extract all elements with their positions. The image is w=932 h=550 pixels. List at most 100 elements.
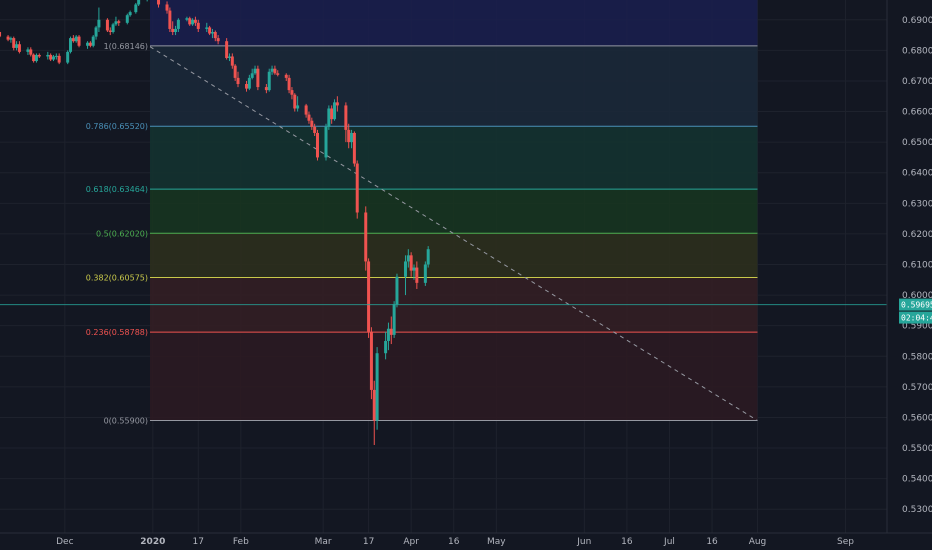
candle-body xyxy=(196,22,200,29)
candle-body xyxy=(105,19,109,31)
candle-body xyxy=(97,19,101,28)
trendline[interactable] xyxy=(149,46,758,421)
fib-band xyxy=(150,126,758,190)
x-tick-label: 17 xyxy=(193,537,204,547)
candle-body xyxy=(247,77,251,89)
candle-body xyxy=(15,44,19,48)
candle-body xyxy=(395,276,399,305)
fib-level-label: 0.382(0.60575) xyxy=(86,274,148,283)
candle-body xyxy=(233,65,237,78)
candle-body xyxy=(304,105,308,115)
fib-band-top xyxy=(150,0,758,46)
countdown-label: 02:04:49 xyxy=(901,314,932,323)
candle-body xyxy=(174,28,178,33)
candle-body xyxy=(293,94,297,109)
time-axis[interactable]: Dec 2020 17 Feb Mar 17 Apr 16 May Jun 16 Jul 16 Aug Se… xyxy=(56,537,854,547)
candle-body xyxy=(54,55,58,57)
candle-body xyxy=(327,108,331,127)
fibonacci-retracement[interactable]: 1(0.68146) 0.786(0.65520) 0.618(0.63464) 0.… xyxy=(86,0,758,426)
x-tick-label: 2020 xyxy=(140,537,165,547)
candle-body xyxy=(225,41,229,59)
candle-body xyxy=(375,353,379,421)
candle-body xyxy=(165,4,169,11)
candle-body xyxy=(171,28,175,33)
candle-body xyxy=(250,73,254,78)
candle-body xyxy=(352,132,356,164)
candle-body xyxy=(157,0,161,5)
candle-body xyxy=(412,267,416,271)
candle-body xyxy=(267,71,271,91)
candle-body xyxy=(114,21,118,25)
x-tick-label: Jul xyxy=(663,537,675,547)
x-tick-label: 16 xyxy=(621,537,633,547)
time-axis-panel[interactable] xyxy=(0,533,932,550)
countdown-badge xyxy=(899,311,932,324)
x-tick-label: 16 xyxy=(448,537,460,547)
candle-body xyxy=(253,68,257,74)
candle-body xyxy=(188,18,192,25)
candle-body xyxy=(313,126,317,133)
candle-body xyxy=(236,77,240,85)
trendline-line xyxy=(149,46,758,421)
candle-body xyxy=(193,19,197,23)
candle-body xyxy=(49,54,53,60)
candle-body xyxy=(369,331,373,390)
candle-body xyxy=(0,32,2,37)
candle-body xyxy=(108,30,112,33)
candle-body xyxy=(350,132,354,143)
candle-body xyxy=(256,68,260,88)
candle-body xyxy=(66,51,70,63)
x-tick-label: 17 xyxy=(363,537,374,547)
candle-body xyxy=(290,90,294,95)
candle-body xyxy=(137,0,141,5)
candle-body xyxy=(372,389,376,421)
candle-body xyxy=(344,105,348,130)
candle-body xyxy=(364,212,368,262)
candle-body xyxy=(409,255,413,271)
candle-body xyxy=(86,42,90,46)
candle-body xyxy=(384,340,388,354)
candle-body xyxy=(273,68,277,74)
candle-body xyxy=(276,73,280,75)
candle-series xyxy=(0,0,430,445)
fib-band xyxy=(150,233,758,278)
candle-body xyxy=(296,105,300,109)
candle-body xyxy=(111,24,115,33)
candle-body xyxy=(117,21,121,23)
candle-body xyxy=(71,38,75,42)
candle-body xyxy=(46,54,50,57)
candle-body xyxy=(88,42,92,46)
fib-level-label: 0.786(0.65520) xyxy=(86,122,148,131)
candle-body xyxy=(333,102,337,120)
fib-band xyxy=(150,189,758,234)
candle-body xyxy=(216,38,220,42)
candle-body xyxy=(213,32,217,39)
candle-body xyxy=(367,261,371,332)
candle-body xyxy=(32,54,36,62)
price-axis-panel[interactable] xyxy=(887,0,932,533)
candle-body xyxy=(34,54,38,62)
candle-body xyxy=(392,304,396,335)
fib-band xyxy=(150,332,758,421)
candle-body xyxy=(125,15,129,23)
candle-body xyxy=(208,27,212,34)
fib-level-label: 0(0.55900) xyxy=(104,417,148,426)
candle-body xyxy=(406,255,410,262)
candle-body xyxy=(315,132,319,158)
x-tick-label: Dec xyxy=(56,537,73,547)
y-tick-label: 0.53000 xyxy=(902,505,932,515)
fib-level-label: 0.236(0.58788) xyxy=(86,328,148,337)
candle-body xyxy=(227,56,231,59)
candle-body xyxy=(310,120,314,127)
current-price-label: 0.59695 xyxy=(901,301,932,310)
